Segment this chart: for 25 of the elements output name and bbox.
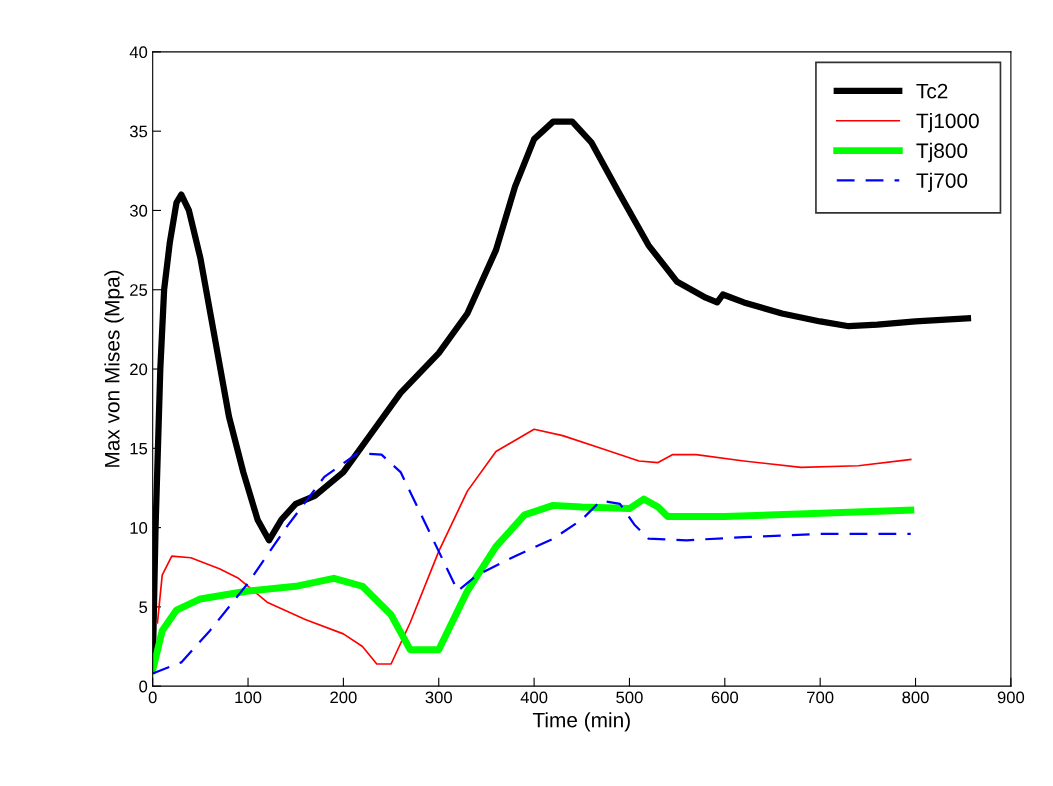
x-tick-label: 700 xyxy=(807,691,834,704)
legend-label: Tj700 xyxy=(916,172,968,193)
y-tick-label: 0 xyxy=(139,680,148,693)
y-tick-label: 25 xyxy=(130,284,148,296)
legend-label: Tc2 xyxy=(916,83,948,99)
legend-label: Tj800 xyxy=(916,142,968,163)
x-tick-label: 100 xyxy=(235,691,262,704)
x-tick-label: 500 xyxy=(616,691,643,704)
x-tick-label: 800 xyxy=(902,691,929,704)
legend-label: Tj1000 xyxy=(916,112,979,133)
x-tick-label: 400 xyxy=(520,691,548,704)
x-tick-label: 300 xyxy=(425,691,452,704)
y-tick-label: 15 xyxy=(130,442,148,455)
y-tick-label: 5 xyxy=(139,601,148,614)
y-axis-title: Max von Mises (Mpa) xyxy=(104,270,124,467)
x-tick-label: 900 xyxy=(997,691,1025,704)
y-tick-label: 10 xyxy=(130,522,148,534)
x-axis-title: Time (min) xyxy=(532,712,630,732)
x-tick-label: 0 xyxy=(148,691,157,704)
y-tick-label: 35 xyxy=(129,125,148,138)
y-tick-label: 40 xyxy=(129,46,148,59)
y-tick-label: 30 xyxy=(129,204,148,217)
x-tick-label: 200 xyxy=(330,691,357,704)
x-tick-label: 600 xyxy=(711,691,739,704)
y-tick-label: 20 xyxy=(130,363,148,376)
